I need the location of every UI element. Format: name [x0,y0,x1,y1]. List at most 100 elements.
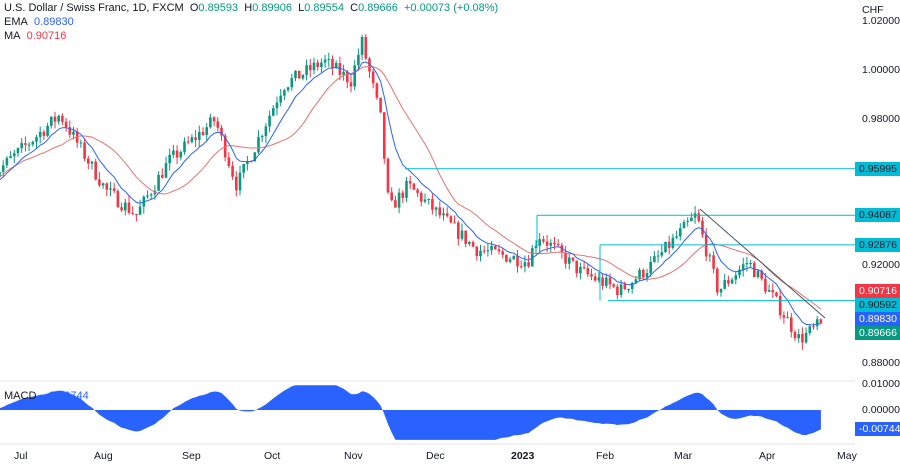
ema-label: EMA [4,16,28,28]
candle-body [512,256,516,260]
candle-body [353,65,356,87]
candle-body [771,289,775,293]
candle-body [342,71,345,75]
ema-legend[interactable]: EMA 0.89830 [4,16,74,28]
candle-body [471,242,475,247]
candle-body [586,268,590,275]
candle-body [279,95,282,103]
candle-body [664,241,667,253]
candle-body [271,108,275,116]
candle-body [604,277,608,286]
candle-body [360,36,364,55]
time-tick: Oct [264,450,281,462]
high-value: 0.89906 [252,2,292,14]
candle-body [671,237,675,248]
candle-body [649,261,652,274]
time-tick: Nov [344,450,363,462]
macd-legend[interactable]: MACD −0.00744 [4,390,89,402]
candle-body [623,284,627,290]
candle-body [542,239,545,242]
candle-body [782,315,786,318]
candle-body [257,137,260,153]
candle-body [297,70,301,79]
candle-body [727,280,730,284]
candle-body [283,90,286,96]
candle-body [35,137,38,142]
candle-body [334,63,338,69]
candle-body [804,332,808,343]
candle-body [305,65,308,75]
candle-body [697,213,701,222]
candle-body [778,295,782,316]
macd-label: MACD [4,390,37,402]
price-tick: 1.02000 [862,15,900,27]
candle-body [135,213,138,215]
candle-body [445,213,449,217]
candle-body [501,251,504,255]
open-value: 0.89593 [198,2,239,14]
candle-body [138,206,142,215]
candle-body [656,255,660,257]
ema-line [0,61,821,326]
candle-body [101,183,105,186]
candle-body [593,276,597,281]
candle-body [608,277,612,285]
candle-body [527,262,530,267]
candle-body [61,115,64,122]
candle-body [20,143,23,149]
trendline [699,208,826,319]
candle-body [775,292,778,296]
candle-body [268,115,271,127]
low-label: L [298,2,305,14]
level-price-tag: 0.94087 [855,208,900,223]
candle-body [786,317,789,319]
candle-body [764,278,767,292]
candle-body [312,62,316,71]
candle-body [723,280,726,289]
candle-body [68,127,72,135]
macd-price-tag: -0.00744 [855,422,900,437]
time-tick: Aug [94,450,113,462]
candle-body [157,174,160,191]
candle-body [190,137,194,143]
candle-body [678,228,682,237]
candle-body [49,116,53,126]
candle-body [160,174,164,178]
candle-body [390,192,393,201]
candle-body [801,334,804,343]
candle-body [0,171,1,177]
candle-body [630,282,634,289]
candle-body [408,181,412,184]
ema-price-tag: 0.89830 [855,312,900,326]
candle-body [553,242,556,245]
candle-body [638,269,641,280]
candle-body [112,188,116,192]
candle-body [90,161,94,164]
candle-body [64,121,68,128]
candle-body [183,141,186,152]
candle-body [216,121,220,128]
ma-label: MA [4,30,21,42]
candle-body [308,65,312,71]
candle-body [320,62,323,67]
candle-body [442,213,445,216]
candle-body [31,141,35,145]
candle-body [564,252,567,264]
candle-body [46,125,49,136]
candle-body [634,279,638,283]
candle-body [419,192,423,202]
candle-body [545,241,549,246]
candle-body [493,246,497,250]
close-label: C [350,2,359,14]
candle-body [590,274,593,277]
candle-body [519,266,523,268]
candle-body [675,236,678,238]
ma-legend[interactable]: MA 0.90716 [4,30,66,42]
low-value: 0.89554 [304,2,345,14]
candle-body [186,141,190,143]
open-label: O [189,2,199,14]
candle-body [371,71,375,84]
ema-value: 0.89830 [33,16,74,28]
